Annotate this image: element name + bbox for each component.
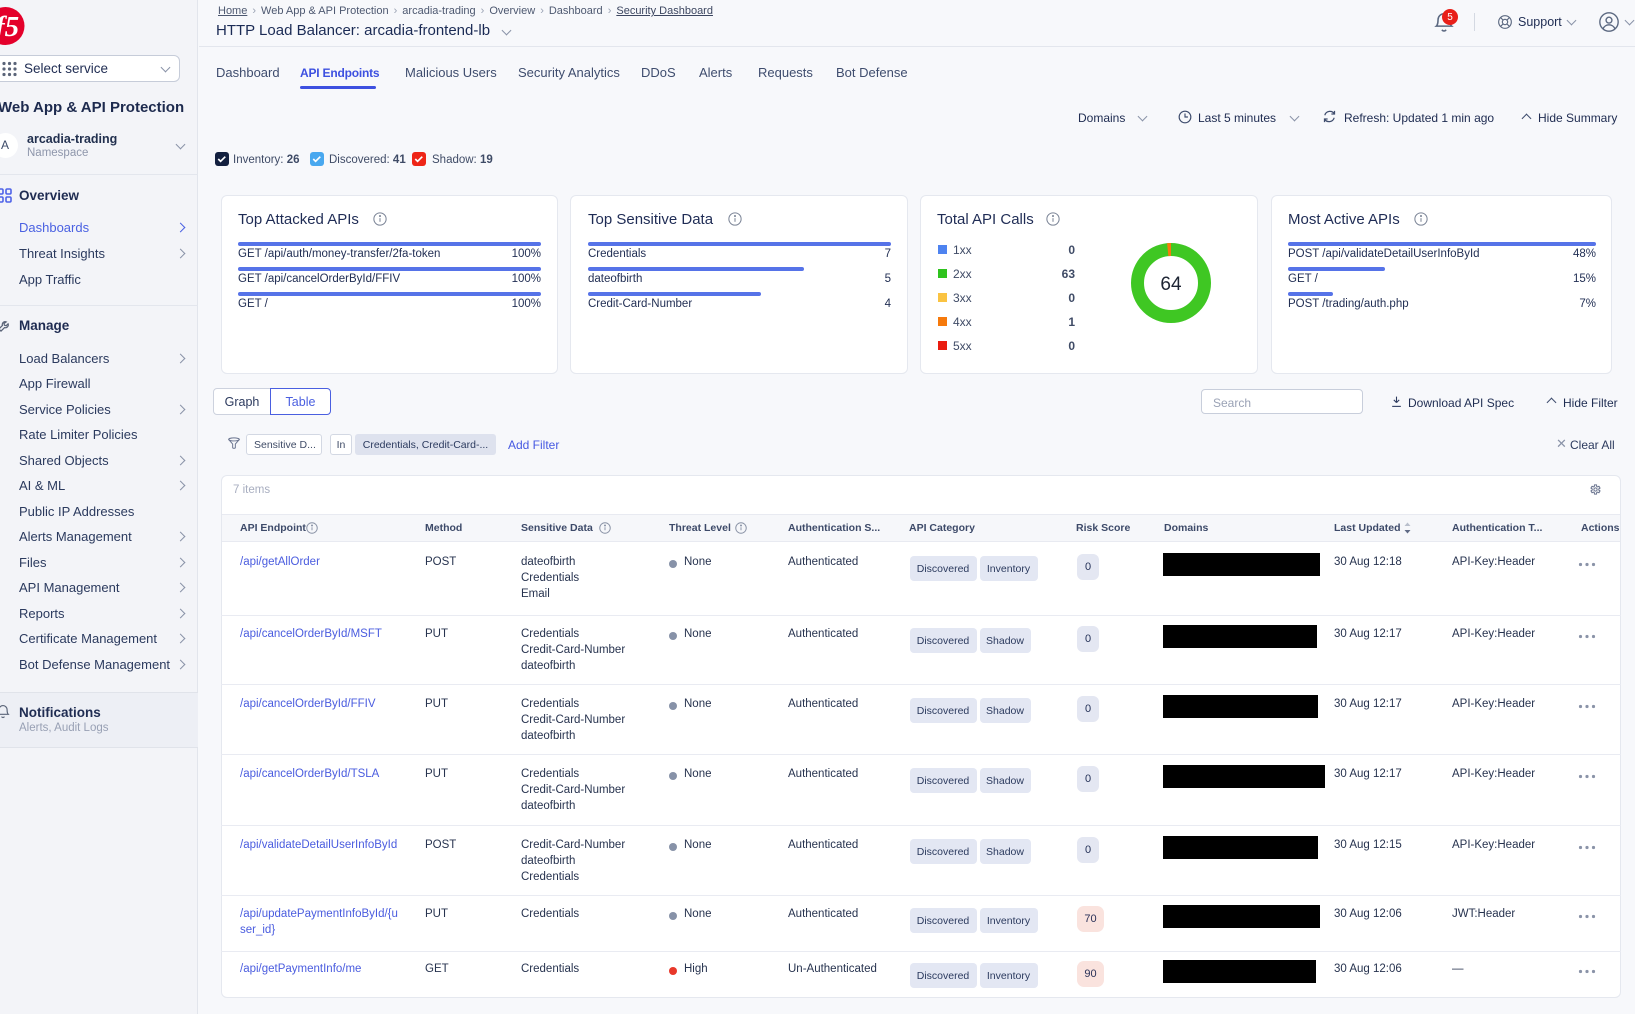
svg-text:f5: f5 [0, 11, 19, 43]
svg-text:64: 64 [1160, 274, 1182, 295]
